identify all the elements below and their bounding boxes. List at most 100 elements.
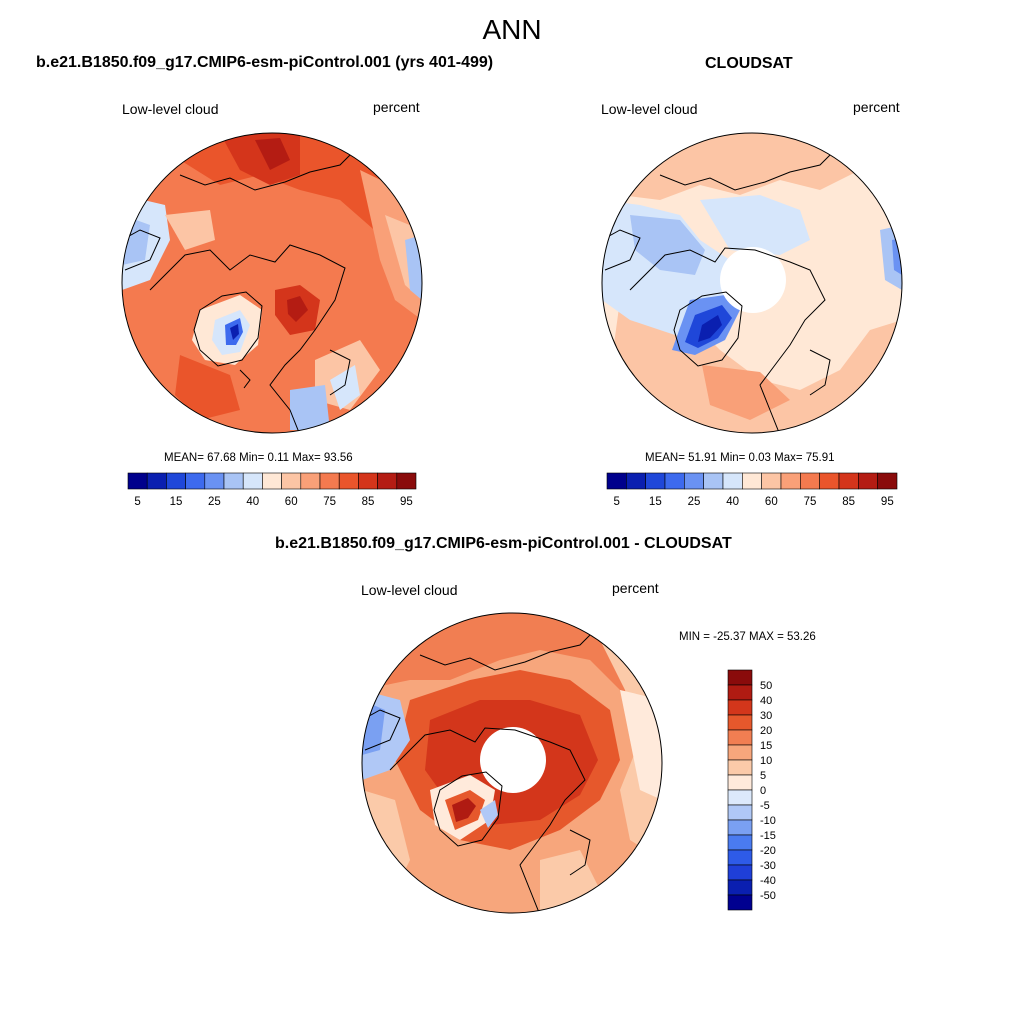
colorbar-tick-label: 20 (760, 725, 772, 737)
colorbar-tick-label: 25 (208, 496, 221, 508)
colorbar-tick-label: 40 (726, 496, 739, 508)
colorbar-tick-label: 60 (765, 496, 778, 508)
map-3-field (362, 613, 662, 913)
colorbar-swatch (727, 849, 753, 866)
map-1-coastlines (122, 149, 356, 433)
panel-2-variable: Low-level cloud (601, 101, 698, 117)
colorbar-swatch (262, 472, 282, 490)
colorbar-swatch (727, 774, 753, 791)
colorbar-tick-label: -15 (760, 830, 776, 842)
colorbar-swatch (281, 472, 302, 490)
colorbar-tick-label: 75 (323, 496, 336, 508)
map-3-coastlines (362, 629, 596, 913)
colorbar-swatch (223, 472, 244, 490)
colorbar-swatch (780, 472, 801, 490)
map-1-boundary (121, 132, 423, 434)
panel-3-stats: MIN = -25.37 MAX = 53.26 (679, 631, 816, 643)
colorbar-tick-label: 30 (760, 710, 772, 722)
map-3 (361, 612, 663, 914)
colorbar-swatch (877, 472, 898, 490)
colorbar-tick-label: 5 (134, 496, 140, 508)
map-3-boundary (361, 612, 663, 914)
panel-3-title: b.e21.B1850.f09_g17.CMIP6-esm-piControl.… (275, 535, 732, 552)
colorbar-tick-label: 0 (760, 785, 766, 797)
colorbar-swatch (727, 699, 753, 716)
colorbar-swatch (166, 472, 186, 490)
colorbar-swatch (396, 472, 417, 490)
colorbar-tick-label: -40 (760, 875, 776, 887)
colorbar-tick-label: 95 (881, 496, 894, 508)
map-2-field (602, 133, 902, 433)
panel-1-title: b.e21.B1850.f09_g17.CMIP6-esm-piControl.… (36, 54, 494, 71)
colorbar-swatch (127, 472, 148, 490)
colorbar-swatch (838, 472, 859, 490)
map-2-boundary (601, 132, 903, 434)
colorbar-swatch (645, 472, 666, 490)
panel-2-title: CLOUDSAT (705, 55, 793, 72)
colorbar-tick-label: 5 (613, 496, 619, 508)
colorbar-tick-label: -5 (760, 800, 770, 812)
map-2 (601, 132, 903, 434)
colorbar-swatch (727, 864, 753, 881)
panel-1-units: percent (373, 99, 420, 115)
colorbar-swatch (606, 472, 627, 490)
panel-3-variable: Low-level cloud (361, 582, 458, 598)
colorbar-swatch (727, 729, 753, 746)
colorbar-swatch (242, 472, 263, 490)
colorbar-tick-label: -50 (760, 890, 776, 902)
colorbar-swatch (626, 472, 646, 490)
colorbar-swatch (204, 472, 225, 490)
colorbar-1: 5 15 25 40 60 75 85 95 (127, 472, 417, 508)
colorbar-tick-label: 50 (760, 680, 772, 692)
colorbar-swatch (819, 472, 840, 490)
colorbar-swatch (684, 472, 704, 490)
colorbar-swatch (800, 472, 820, 490)
panel-1-variable: Low-level cloud (122, 101, 219, 117)
colorbar-swatch (664, 472, 685, 490)
colorbar-swatch (727, 819, 753, 836)
colorbar-tick-label: 85 (362, 496, 375, 508)
colorbar-tick-label: 15 (760, 740, 772, 752)
colorbar-tick-label: -10 (760, 815, 776, 827)
panel-2-units: percent (853, 99, 900, 115)
colorbar-swatch (146, 472, 167, 490)
colorbar-swatch (727, 789, 753, 806)
colorbar-swatch (703, 472, 724, 490)
colorbar-swatch (319, 472, 340, 490)
colorbar-swatch (358, 472, 378, 490)
colorbar-swatch (761, 472, 782, 490)
colorbar-tick-label: 60 (285, 496, 298, 508)
colorbar-swatch (722, 472, 743, 490)
colorbar-swatch (727, 744, 753, 761)
colorbar-swatch (338, 472, 359, 490)
colorbar-tick-label: 40 (760, 695, 772, 707)
map-1 (121, 132, 423, 434)
panel-3-units: percent (612, 580, 659, 596)
colorbar-tick-label: 15 (170, 496, 183, 508)
colorbar-tick-label: 85 (842, 496, 855, 508)
colorbar-swatch (727, 804, 753, 821)
figure-title: ANN (482, 14, 542, 45)
colorbar-tick-label: -30 (760, 860, 776, 872)
colorbar-tick-label: 95 (400, 496, 413, 508)
colorbar-swatch (742, 472, 762, 490)
colorbar-swatch (727, 669, 753, 686)
colorbar-tick-label: 5 (760, 770, 766, 782)
colorbar-tick-label: -20 (760, 845, 776, 857)
colorbar-swatch (727, 894, 753, 911)
colorbar-swatch (185, 472, 206, 490)
colorbar-swatch (727, 684, 753, 701)
colorbar-swatch (377, 472, 398, 490)
colorbar-tick-label: 15 (649, 496, 662, 508)
colorbar-swatch (858, 472, 878, 490)
colorbar-swatch (300, 472, 321, 490)
colorbar-2: 5 15 25 40 60 75 85 95 (606, 472, 898, 508)
map-2-coastlines (602, 149, 836, 433)
colorbar-swatch (727, 834, 753, 851)
colorbar-tick-label: 25 (688, 496, 701, 508)
colorbar-tick-label: 40 (246, 496, 259, 508)
panel-2-stats: MEAN= 51.91 Min= 0.03 Max= 75.91 (645, 452, 835, 464)
colorbar-tick-label: 75 (804, 496, 817, 508)
